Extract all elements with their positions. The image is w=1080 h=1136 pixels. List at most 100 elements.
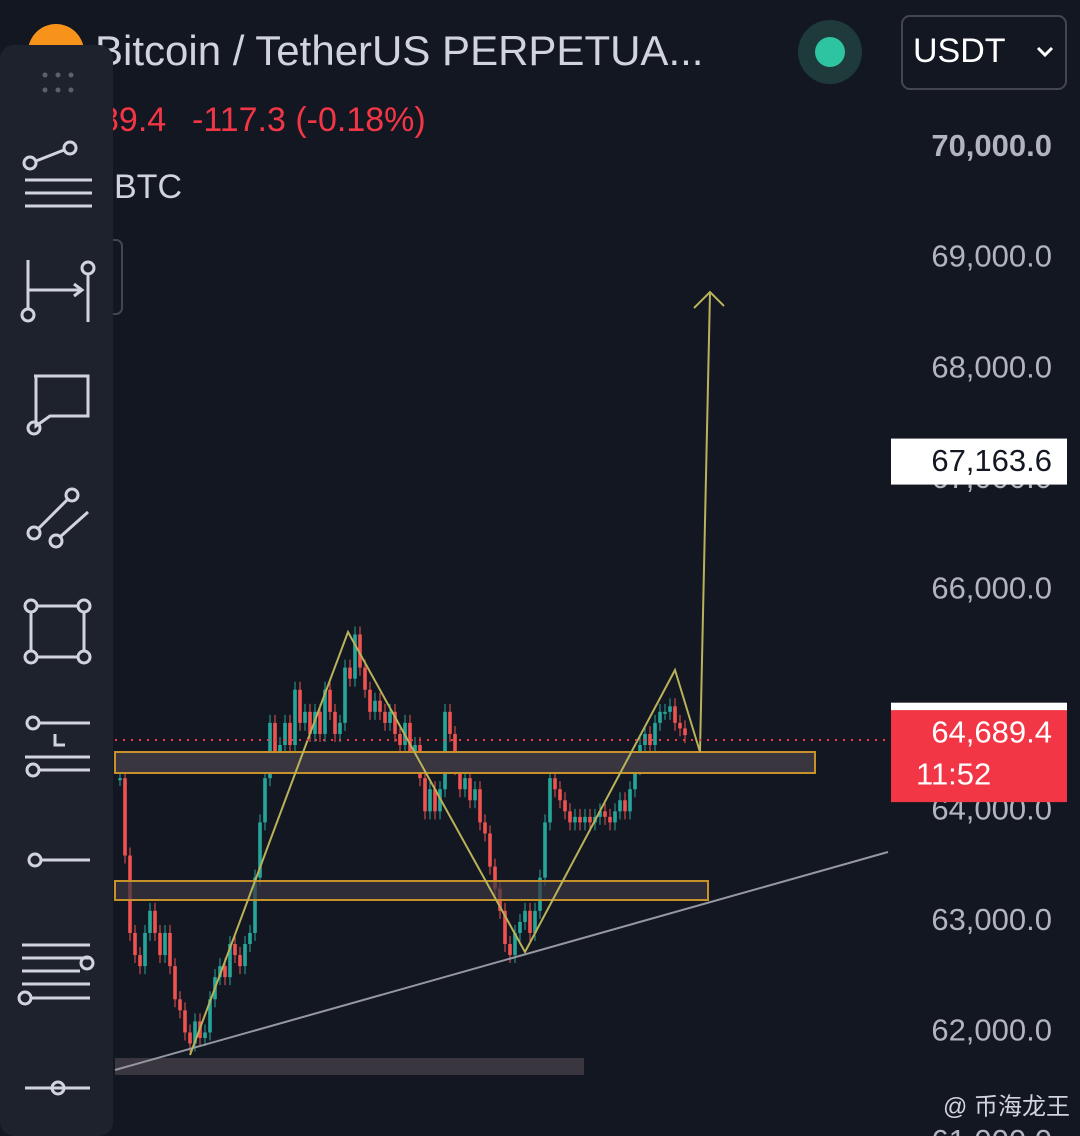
candle	[473, 789, 477, 801]
candle	[158, 932, 162, 956]
countdown: 11:52	[916, 756, 991, 791]
candle	[348, 667, 352, 679]
candle	[208, 999, 212, 1033]
candle	[673, 706, 677, 723]
candle	[568, 811, 572, 823]
candle	[358, 634, 362, 668]
candle	[233, 944, 237, 956]
candle	[618, 800, 622, 812]
tool-range[interactable]	[20, 260, 96, 323]
trend-line	[114, 851, 889, 1071]
candle	[303, 711, 307, 723]
tool-fib[interactable]	[22, 140, 92, 208]
candle	[328, 689, 332, 712]
candle	[368, 689, 372, 712]
candle	[533, 910, 537, 933]
price-tag-label: 64,689.4	[931, 714, 1052, 749]
candle	[528, 910, 532, 933]
candle	[423, 778, 427, 812]
drawing-toolbar	[0, 45, 113, 1136]
candle	[363, 667, 367, 690]
tool-horizontal-ray[interactable]	[27, 852, 90, 868]
candle	[653, 722, 657, 745]
candle	[668, 706, 672, 712]
drawings	[114, 290, 890, 1075]
candle	[193, 1021, 197, 1044]
candle	[258, 822, 262, 878]
tool-more[interactable]	[25, 1080, 90, 1096]
candle	[253, 877, 257, 933]
candle	[223, 966, 227, 978]
candle	[683, 728, 687, 736]
candle	[278, 745, 282, 757]
candle	[443, 711, 447, 790]
tool-long-position[interactable]	[25, 715, 90, 778]
projection-path	[189, 291, 711, 1056]
zone	[114, 751, 816, 774]
candle	[508, 944, 512, 956]
dropdown-caret	[1036, 46, 1054, 58]
y-tick-label: 66,000.0	[931, 570, 1052, 605]
candle	[548, 778, 552, 823]
candle	[513, 932, 517, 956]
candle	[493, 866, 497, 889]
candle	[613, 811, 617, 823]
candle	[408, 722, 412, 757]
currency-label: USDT	[913, 32, 1006, 70]
candle	[398, 733, 402, 745]
candle	[523, 910, 527, 922]
candle	[453, 733, 457, 768]
tool-pitchfork[interactable]	[17, 943, 95, 1006]
candle	[543, 822, 547, 878]
candle	[248, 932, 252, 944]
candle	[318, 711, 322, 734]
candle	[573, 816, 577, 823]
candle	[188, 1032, 192, 1044]
candle	[598, 811, 602, 817]
candle	[448, 711, 452, 734]
y-tick-label: 63,000.0	[931, 902, 1052, 937]
candle	[633, 767, 637, 790]
candle	[678, 722, 682, 729]
candle	[563, 800, 567, 812]
tool-rectangle[interactable]	[23, 598, 92, 665]
tool-callout[interactable]	[26, 374, 90, 436]
candle	[168, 932, 172, 967]
candle	[518, 921, 522, 933]
candle	[263, 778, 267, 823]
candle	[178, 999, 182, 1011]
candle	[393, 711, 397, 734]
candle	[583, 816, 587, 823]
candle	[283, 722, 287, 745]
currency-select[interactable]	[901, 15, 1067, 90]
candle	[118, 778, 122, 781]
candle	[663, 711, 667, 714]
candle	[333, 711, 337, 734]
candle	[298, 689, 302, 723]
tool-lines[interactable]	[26, 487, 89, 549]
candle	[623, 800, 627, 812]
candle	[553, 778, 557, 790]
volume-unit: BTC	[114, 168, 182, 206]
price-tag-label: 67,163.6	[931, 443, 1052, 478]
candle	[483, 822, 487, 834]
candle	[228, 944, 232, 978]
candle	[478, 789, 482, 823]
candle	[308, 711, 312, 734]
status-dot[interactable]	[815, 37, 845, 67]
candle	[428, 789, 432, 812]
candle	[183, 1010, 187, 1033]
candle	[163, 932, 167, 956]
candle	[218, 966, 222, 978]
zone	[114, 880, 709, 901]
candle	[558, 789, 562, 801]
candle	[658, 711, 662, 723]
price-change: -117.3 (-0.18%)	[192, 101, 426, 139]
candle	[648, 733, 652, 745]
candle	[578, 816, 582, 823]
candle	[138, 955, 142, 967]
candle	[243, 944, 247, 967]
candle	[203, 1032, 207, 1038]
